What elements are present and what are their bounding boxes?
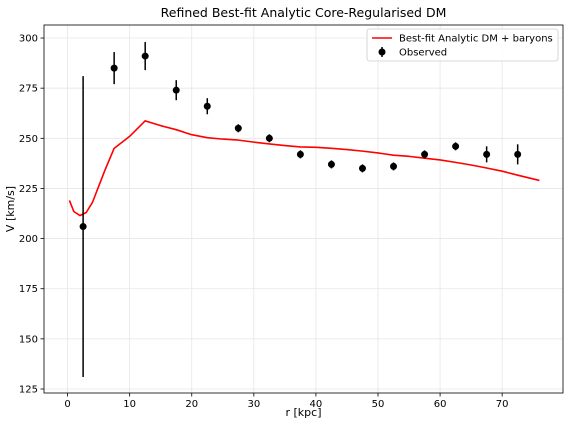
x-tick-label: 30	[247, 399, 260, 410]
x-tick-label: 20	[185, 399, 198, 410]
legend-label: Observed	[399, 48, 447, 59]
x-tick-label: 60	[434, 399, 447, 410]
observed-point	[514, 150, 522, 158]
observed-point	[390, 162, 398, 170]
observed-point	[358, 164, 366, 172]
chart-title: Refined Best-fit Analytic Core-Regularis…	[161, 5, 447, 20]
plot-area	[68, 42, 540, 377]
observed-point	[265, 134, 273, 142]
x-tick-label: 10	[123, 399, 136, 410]
axes-frame	[43, 24, 564, 394]
grid	[44, 25, 563, 393]
observed-point	[79, 223, 87, 231]
observed-point	[172, 86, 180, 94]
observed-point	[483, 150, 491, 158]
observed-point	[234, 124, 242, 132]
y-axis-label: V [km/s]	[4, 186, 17, 232]
ticks: 0 10 20 30 40 50 60 70 125 150 175 200 225 250 275 300	[19, 34, 509, 410]
y-tick-label: 275	[19, 84, 38, 95]
legend-marker-swatch	[378, 48, 386, 56]
x-tick-label: 0	[64, 399, 70, 410]
x-tick-label: 40	[310, 399, 323, 410]
x-tick-label: 70	[496, 399, 509, 410]
y-tick-label: 150	[19, 334, 38, 345]
observed-point	[110, 64, 118, 72]
y-tick-label: 250	[19, 134, 38, 145]
observed-point	[452, 142, 460, 150]
observed-point	[421, 150, 429, 158]
y-tick-label: 175	[19, 284, 38, 295]
legend: Best-fit Analytic DM + baryons Observed	[366, 28, 559, 62]
x-axis-label: r [kpc]	[285, 406, 321, 419]
x-tick-label: 50	[372, 399, 385, 410]
y-tick-label: 125	[19, 384, 38, 395]
observed-point	[141, 52, 149, 60]
y-tick-label: 225	[19, 184, 38, 195]
observed-point	[296, 150, 304, 158]
observed-point	[327, 160, 335, 168]
observed-point	[203, 102, 211, 110]
y-tick-label: 200	[19, 234, 38, 245]
legend-box	[366, 28, 559, 62]
best-fit-line	[68, 120, 540, 217]
y-tick-label: 300	[19, 34, 38, 45]
legend-label: Best-fit Analytic DM + baryons	[399, 34, 553, 45]
